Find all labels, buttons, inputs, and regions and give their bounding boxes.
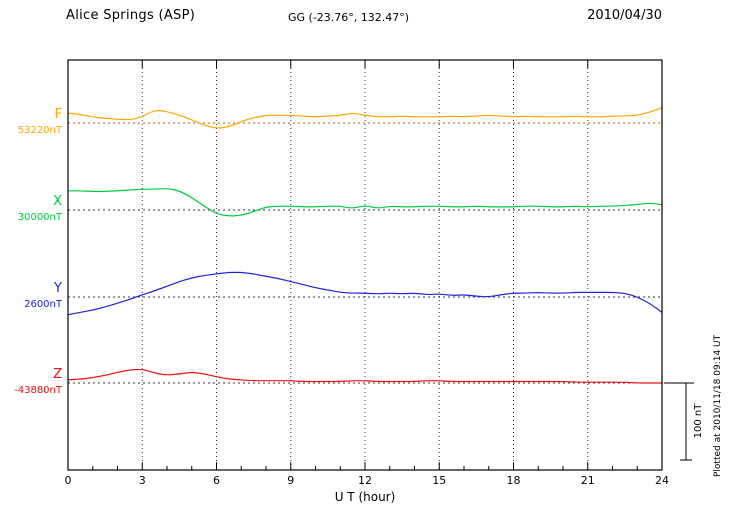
x-tick-label: 6 (213, 474, 220, 487)
x-tick-label: 12 (358, 474, 372, 487)
x-axis-label: U T (hour) (334, 490, 396, 504)
x-tick-label: 18 (507, 474, 521, 487)
series-baseline-y: 2600nT (24, 299, 62, 310)
series-baseline-x: 30000nT (17, 212, 62, 223)
series-label-x: X (53, 194, 62, 209)
scale-bar-label: 100 nT (693, 403, 704, 439)
x-tick-label: 15 (432, 474, 446, 487)
x-tick-label: 24 (655, 474, 669, 487)
x-tick-label: 3 (139, 474, 146, 487)
station-title: Alice Springs (ASP) (66, 8, 196, 23)
series-label-f: F (54, 107, 62, 122)
series-baseline-f: 53220nT (17, 125, 62, 136)
series-label-z: Z (53, 367, 62, 382)
x-tick-label: 21 (581, 474, 595, 487)
observation-date: 2010/04/30 (587, 8, 662, 23)
series-baseline-z: -43880nT (14, 385, 62, 396)
series-label-y: Y (54, 281, 62, 296)
geographic-coordinates: GG (-23.76°, 132.47°) (288, 11, 410, 24)
x-tick-label: 0 (65, 474, 72, 487)
plotted-at-note: Plotted at 2010/11/18 09:14 UT (713, 334, 723, 477)
x-tick-label: 9 (287, 474, 294, 487)
